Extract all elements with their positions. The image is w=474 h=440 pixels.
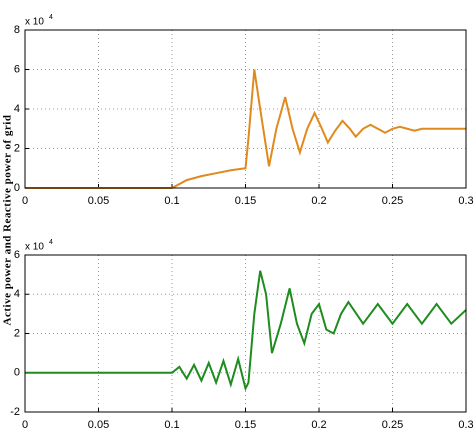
x-tick-label: 0 xyxy=(22,419,28,431)
x-tick-label: 0.05 xyxy=(88,195,109,207)
multiplier-exponent: 4 xyxy=(49,239,53,246)
x-tick-label: 0.3 xyxy=(458,419,473,431)
y-tick-label: 8 xyxy=(14,24,20,36)
x-tick-label: 0.15 xyxy=(235,419,256,431)
y-tick-label: 4 xyxy=(14,288,20,300)
y-tick-label: 6 xyxy=(14,63,20,75)
y-tick-label: 0 xyxy=(14,182,20,194)
x-tick-label: 0.1 xyxy=(164,419,179,431)
y-tick-label: 4 xyxy=(14,103,20,115)
y-tick-label: 0 xyxy=(14,367,20,379)
x-tick-label: 0.15 xyxy=(235,195,256,207)
axes-frame xyxy=(24,29,467,189)
y-axis-label: Active power and Reactive power of grid xyxy=(2,115,14,326)
x-tick-label: 0.2 xyxy=(311,195,326,207)
multiplier-base: x 10 xyxy=(25,17,44,28)
axes-frame xyxy=(24,254,467,413)
y-tick-label: 2 xyxy=(14,142,20,154)
x-tick-label: 0 xyxy=(22,195,28,207)
x-tick-label: 0.1 xyxy=(164,195,179,207)
multiplier-base: x 10 xyxy=(25,242,44,253)
y-tick-label: 2 xyxy=(14,327,20,339)
data-line xyxy=(25,270,467,392)
x-tick-label: 0.25 xyxy=(382,195,403,207)
y-tick-label: 6 xyxy=(14,249,20,261)
multiplier-exponent: 4 xyxy=(49,14,53,21)
x-tick-label: 0.05 xyxy=(88,419,109,431)
x-tick-label: 0.3 xyxy=(458,195,473,207)
y-tick-label: -2 xyxy=(10,406,20,418)
x-tick-label: 0.2 xyxy=(311,419,326,431)
x-tick-label: 0.25 xyxy=(382,419,403,431)
data-line xyxy=(25,69,466,189)
